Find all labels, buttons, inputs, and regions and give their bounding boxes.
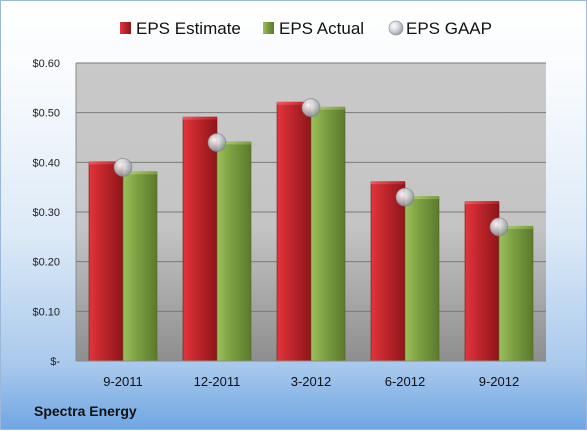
y-tick-label: $0.40	[32, 157, 60, 169]
bar-body	[216, 142, 252, 362]
bar-body	[370, 181, 406, 362]
bar-eps-actual	[216, 141, 252, 362]
bar-top	[89, 161, 123, 165]
gaap-markers	[113, 98, 509, 237]
gaap-marker	[395, 187, 415, 207]
y-tick-label: $0.20	[32, 257, 60, 269]
legend-label: EPS Actual	[279, 19, 364, 38]
x-tick-label: 6-2012	[385, 374, 425, 389]
y-tick-label: $0.10	[32, 306, 60, 318]
axes: $- $0.10 $0.20 $0.30 $0.40 $0.50 $0.60 9-2011 12…	[32, 58, 546, 389]
bar-top	[183, 116, 217, 120]
bar-body	[122, 171, 158, 362]
bar-eps-estimate	[182, 116, 218, 362]
x-tick-label: 3-2012	[291, 374, 331, 389]
bar-body	[88, 162, 124, 362]
bar-body	[310, 107, 346, 362]
bar-eps-estimate	[370, 181, 406, 362]
bar-eps-actual	[122, 171, 158, 362]
y-tick-label: $0.50	[32, 108, 60, 120]
bar-top	[311, 106, 345, 110]
legend-item-eps-gaap: EPS GAAP	[388, 19, 492, 38]
legend-swatch	[388, 20, 404, 36]
bar-top	[217, 141, 251, 145]
gaap-marker	[207, 133, 227, 152]
bar-top	[499, 225, 533, 229]
bar-body	[404, 196, 440, 362]
gaap-marker	[301, 98, 321, 118]
bar-eps-actual	[310, 106, 346, 362]
legend: EPS Estimate EPS Actual EPS GAAP	[120, 19, 492, 38]
bar-eps-estimate	[276, 101, 312, 362]
legend-swatch	[120, 22, 131, 34]
bar-eps-actual	[404, 196, 440, 362]
bar-eps-estimate	[88, 161, 124, 362]
legend-item-eps-actual: EPS Actual	[263, 19, 364, 38]
gaap-marker	[489, 217, 509, 237]
bar-eps-actual	[498, 225, 534, 362]
legend-item-eps-estimate: EPS Estimate	[120, 19, 241, 38]
y-tick-label: $-	[50, 356, 60, 368]
legend-swatch	[263, 22, 274, 34]
bar-body	[498, 226, 534, 362]
y-tick-label: $0.30	[32, 207, 60, 219]
bar-top	[405, 196, 439, 200]
legend-label: EPS GAAP	[406, 19, 492, 38]
bar-top	[371, 181, 405, 185]
bar-top	[465, 201, 499, 205]
bars	[88, 101, 534, 362]
y-tick-label: $0.60	[32, 58, 60, 70]
legend-label: EPS Estimate	[136, 19, 241, 38]
bar-top	[277, 101, 311, 105]
bar-top	[123, 171, 157, 175]
x-tick-label: 9-2011	[103, 374, 143, 389]
x-tick-label: 9-2012	[479, 374, 519, 389]
bar-body	[182, 117, 218, 362]
company-label: Spectra Energy	[34, 403, 137, 419]
gaap-marker	[113, 157, 133, 177]
bar-body	[276, 102, 312, 362]
x-tick-label: 12-2011	[194, 374, 241, 389]
